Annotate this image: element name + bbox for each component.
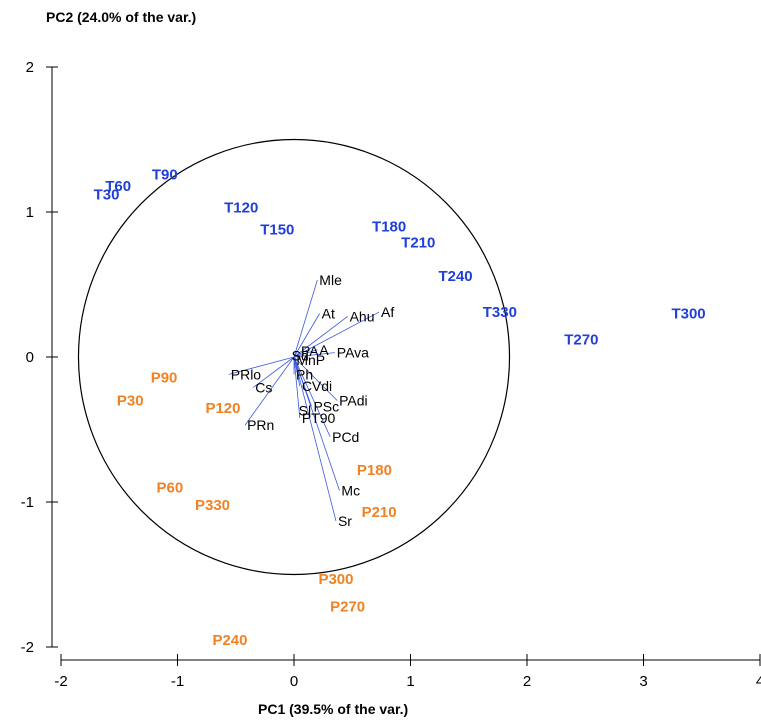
score-point-label: T330 xyxy=(483,304,517,321)
score-point-label: P240 xyxy=(212,632,247,649)
y-axis-title: PC2 (24.0% of the var.) xyxy=(46,9,196,25)
score-point-label: P60 xyxy=(157,480,184,497)
y-tick-label: -2 xyxy=(21,639,34,656)
y-tick-label: -1 xyxy=(21,494,34,511)
x-axis-title: PC1 (39.5% of the var.) xyxy=(258,701,408,717)
score-point-label: P120 xyxy=(205,400,240,417)
score-point-label: T240 xyxy=(438,268,472,285)
score-point-label: P180 xyxy=(357,462,392,479)
loading-label: PAdi xyxy=(339,393,368,409)
score-point-label: T60 xyxy=(105,178,131,195)
loading-label: Ahu xyxy=(350,308,375,324)
x-tick-label: 3 xyxy=(639,673,647,690)
x-tick-label: 1 xyxy=(406,673,414,690)
loading-label: CVdi xyxy=(302,378,332,394)
x-tick-label: -1 xyxy=(171,673,184,690)
score-point-label: P30 xyxy=(117,393,144,410)
x-tick-label: -2 xyxy=(54,673,67,690)
loading-label: Af xyxy=(381,304,394,320)
loading-label: Mle xyxy=(319,272,342,288)
score-point-label: T120 xyxy=(224,200,258,217)
y-tick-label: 0 xyxy=(26,349,34,366)
score-point-label: P210 xyxy=(362,504,397,521)
score-point-label: T270 xyxy=(564,332,598,349)
loading-label: PCd xyxy=(332,429,359,445)
cluster-label: Sl xyxy=(299,403,311,419)
score-point-label: P90 xyxy=(151,369,178,386)
score-point-label: P300 xyxy=(318,571,353,588)
score-point-label: T210 xyxy=(401,234,435,251)
score-point-label: T180 xyxy=(372,219,406,236)
x-tick-label: 2 xyxy=(523,673,531,690)
x-tick-label: 4 xyxy=(756,673,761,690)
loading-label: At xyxy=(322,306,335,322)
y-tick-label: 2 xyxy=(26,59,34,76)
x-tick-label: 0 xyxy=(290,673,298,690)
loading-label: Mc xyxy=(341,482,360,498)
loading-label: Sr xyxy=(338,513,352,529)
cluster-label: PA xyxy=(301,343,319,359)
y-tick-label: 1 xyxy=(26,204,34,221)
score-point-label: P270 xyxy=(330,598,365,615)
score-point-label: P330 xyxy=(195,497,230,514)
score-point-label: T150 xyxy=(260,221,294,238)
score-point-label: T90 xyxy=(152,166,178,183)
loading-label: PRn xyxy=(247,417,274,433)
score-point-label: T300 xyxy=(671,306,705,323)
loading-label: Cs xyxy=(255,379,272,395)
loading-label: PAva xyxy=(337,345,369,361)
